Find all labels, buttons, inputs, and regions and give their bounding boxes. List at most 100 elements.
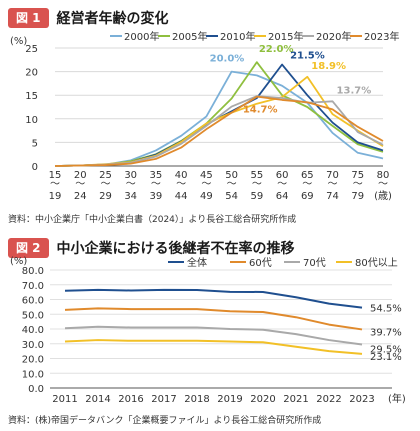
x-tick-label-start: 15 xyxy=(49,170,62,181)
x-tick-separator: 〜 xyxy=(227,179,237,190)
x-axis-unit: (年) xyxy=(388,392,406,405)
figure-1-badge: 図 1 xyxy=(8,8,49,28)
figure-1-header: 図 1 経営者年齢の変化 xyxy=(8,8,169,28)
y-tick-label: 50.0 xyxy=(22,310,44,321)
legend-label: 2023年 xyxy=(364,30,399,43)
series-line xyxy=(64,288,363,309)
x-tick-label-start: 75 xyxy=(351,170,364,181)
figure-2-source: 資料：(株)帝国データバンク「企業概要ファイル」より長谷工総合研究所作成 xyxy=(8,414,321,426)
x-tick-separator: 〜 xyxy=(353,179,363,190)
figure-2-title: 中小企業における後継者不在率の推移 xyxy=(56,241,295,257)
x-tick-label-end: 39 xyxy=(150,191,163,202)
x-tick-label: 2014 xyxy=(85,394,110,405)
figure-2-badge: 図 2 xyxy=(8,238,49,258)
y-tick-label: 60.0 xyxy=(22,296,44,307)
x-tick-label-start: 20 xyxy=(74,170,87,181)
x-tick-label: 2018 xyxy=(184,394,209,405)
x-tick-label-end: 69 xyxy=(301,191,314,202)
y-tick-label: 15 xyxy=(25,91,38,102)
figure-2: 図 2 中小企業における後継者不在率の推移 資料：(株)帝国データバンク「企業概… xyxy=(0,230,420,431)
end-value-label: 54.5% xyxy=(370,304,402,315)
legend-label: 2010年 xyxy=(220,30,255,43)
figure-1-source: 資料：中小企業庁「中小企業白書（2024）」より長谷工総合研究所作成 xyxy=(8,213,296,225)
y-axis-unit: (%) xyxy=(10,36,27,47)
x-tick-separator: 〜 xyxy=(50,179,60,190)
y-tick-label: 80.0 xyxy=(22,266,44,277)
data-label: 13.7% xyxy=(337,85,372,96)
x-tick-label-start: 50 xyxy=(225,170,238,181)
x-tick-label-end: 44 xyxy=(175,191,188,202)
successor-absence-chart: 資料：(株)帝国データバンク「企業概要ファイル」より長谷工総合研究所作成 (%)… xyxy=(8,256,406,426)
x-tick-label-end: 54 xyxy=(225,191,238,202)
x-tick-label-end: (歳) xyxy=(374,190,392,202)
figure-1: 図 1 経営者年齢の変化 資料：中小企業庁「中小企業白書（2024）」より長谷工… xyxy=(8,8,399,225)
x-tick-separator: 〜 xyxy=(328,179,338,190)
x-tick-separator: 〜 xyxy=(201,179,211,190)
legend-label: 2020年 xyxy=(316,30,351,43)
x-tick-separator: 〜 xyxy=(252,179,262,190)
x-tick-separator: 〜 xyxy=(126,179,136,190)
series-line xyxy=(54,95,384,167)
y-tick-label: 0 xyxy=(32,162,38,173)
x-tick-label-start: 70 xyxy=(326,170,339,181)
x-tick-label-end: 74 xyxy=(326,191,339,202)
data-label: 22.0% xyxy=(259,44,294,55)
series-line xyxy=(64,339,363,355)
data-label: 20.0% xyxy=(210,54,245,65)
y-tick-label: 25 xyxy=(25,44,38,55)
x-tick-separator: 〜 xyxy=(302,179,312,190)
x-tick-label: 2017 xyxy=(151,394,176,405)
legend-label: 60代 xyxy=(249,257,272,269)
x-tick-label: 2021 xyxy=(283,394,308,405)
y-tick-label: 20 xyxy=(25,68,38,79)
x-tick-label: 2019 xyxy=(217,394,242,405)
x-tick-label-end: 34 xyxy=(124,191,137,202)
age-distribution-chart: 資料：中小企業庁「中小企業白書（2024）」より長谷工総合研究所作成 (%) 0 5… xyxy=(8,30,399,225)
y-tick-label: 20.0 xyxy=(22,355,44,366)
data-label: 18.9% xyxy=(311,61,346,72)
y-tick-label: 10.0 xyxy=(22,369,44,380)
x-tick-label-start: 55 xyxy=(250,170,263,181)
legend-label: 全体 xyxy=(187,256,207,269)
legend-label: 2015年 xyxy=(268,30,303,43)
data-label: 21.5% xyxy=(290,51,325,62)
legend-label: 80代以上 xyxy=(355,257,398,269)
x-tick-separator: 〜 xyxy=(176,179,186,190)
x-tick-label: 2022 xyxy=(316,394,341,405)
x-tick-label-end: 24 xyxy=(74,191,87,202)
x-tick-separator: 〜 xyxy=(277,179,287,190)
x-tick-label-start: 45 xyxy=(200,170,213,181)
x-tick-separator: 〜 xyxy=(75,179,85,190)
series-line xyxy=(64,307,363,331)
x-tick-separator: 〜 xyxy=(378,179,388,190)
y-axis-unit: (%) xyxy=(10,256,27,267)
x-tick-label-start: 80 xyxy=(377,170,390,181)
x-tick-label-end: 64 xyxy=(276,191,289,202)
x-tick-label-end: 59 xyxy=(250,191,263,202)
x-tick-separator: 〜 xyxy=(100,179,110,190)
x-tick-label-end: 49 xyxy=(200,191,213,202)
x-tick-separator: 〜 xyxy=(151,179,161,190)
figure-1-title: 経営者年齢の変化 xyxy=(56,11,169,27)
x-tick-label: 2023 xyxy=(349,394,374,405)
x-tick-label-start: 35 xyxy=(150,170,163,181)
y-tick-label: 5 xyxy=(32,138,38,149)
x-tick-label-end: 29 xyxy=(99,191,112,202)
y-tick-label: 40.0 xyxy=(22,325,44,336)
x-tick-label: 2011 xyxy=(52,394,77,405)
y-tick-label: 70.0 xyxy=(22,281,44,292)
x-tick-label: 2020 xyxy=(250,394,275,405)
data-label: 14.7% xyxy=(243,105,278,116)
x-tick-label: 2016 xyxy=(118,394,143,405)
end-value-label: 39.7% xyxy=(370,327,402,338)
x-tick-label-start: 30 xyxy=(124,170,137,181)
x-tick-label-start: 65 xyxy=(301,170,314,181)
x-tick-label-end: 19 xyxy=(49,191,62,202)
y-tick-label: 10 xyxy=(25,115,38,126)
x-tick-label-start: 60 xyxy=(276,170,289,181)
series-line xyxy=(54,95,384,167)
end-value-label: 23.1% xyxy=(370,352,402,363)
legend-label: 2005年 xyxy=(172,30,207,43)
legend-label: 2000年 xyxy=(124,30,159,43)
end-value-label: 29.5% xyxy=(370,344,402,355)
